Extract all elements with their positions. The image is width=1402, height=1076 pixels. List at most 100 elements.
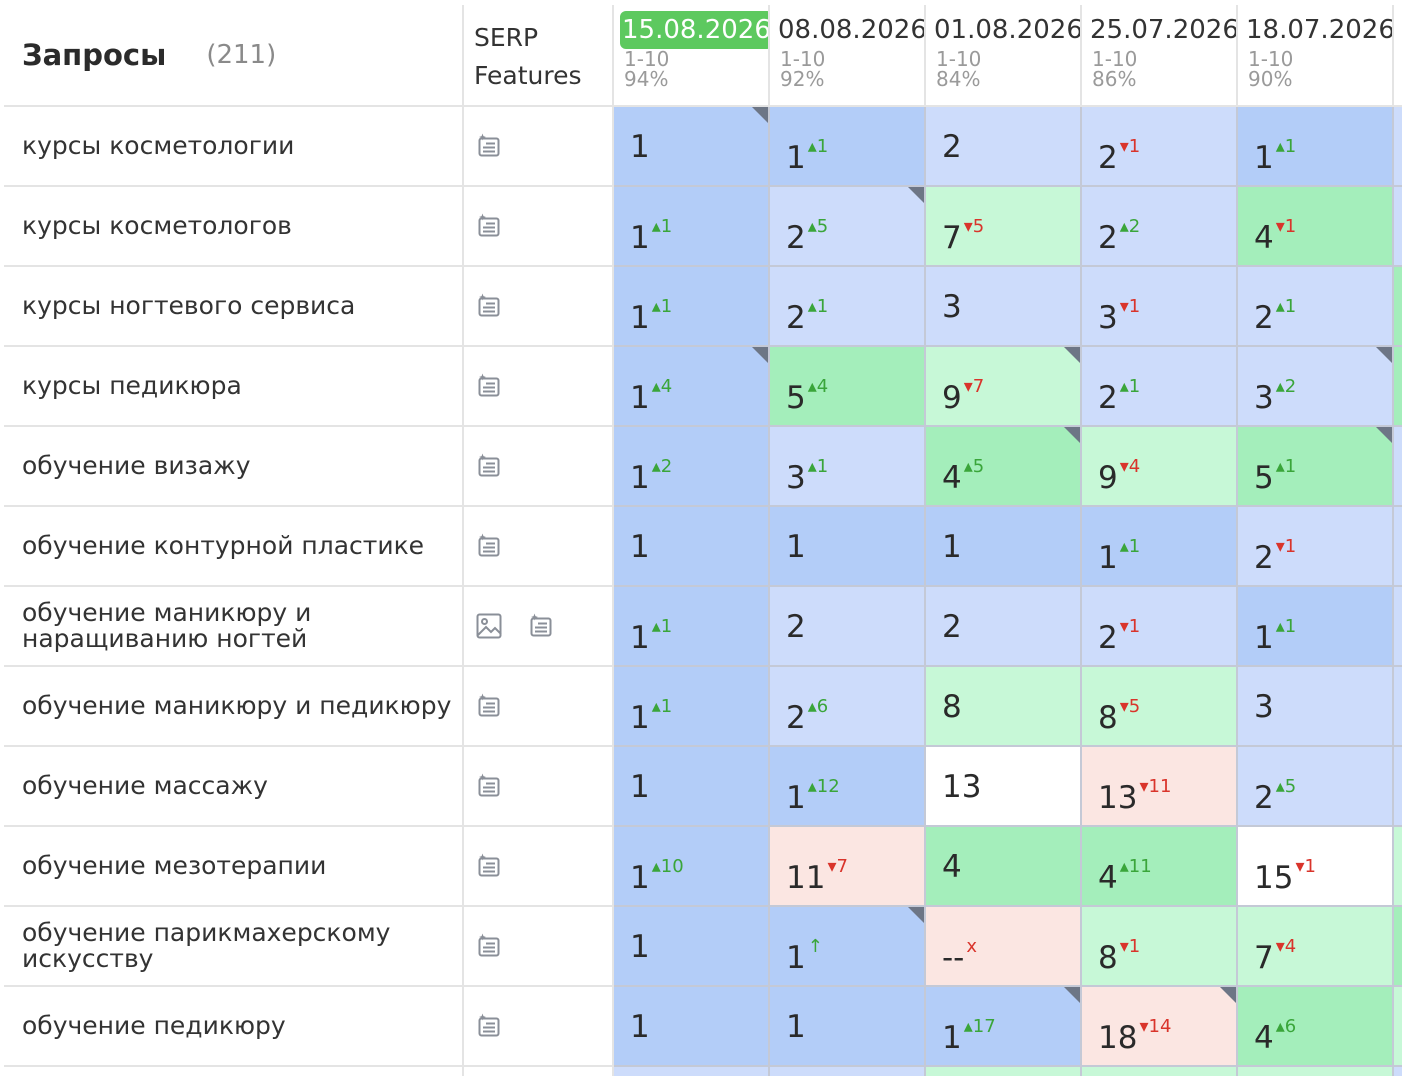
snippet-icon[interactable] bbox=[526, 611, 556, 641]
position-cell[interactable]: 3 ▾1 bbox=[1082, 267, 1238, 347]
position-cell[interactable]: 1 bbox=[770, 987, 926, 1067]
query-cell[interactable]: курсы педикюра bbox=[4, 347, 464, 427]
snippet-icon[interactable] bbox=[474, 371, 504, 401]
position-cell[interactable]: 1 ▴1 bbox=[1082, 507, 1238, 587]
position-cell[interactable]: 1 bbox=[614, 507, 770, 587]
query-text[interactable]: обучение маникюру и педикюру bbox=[22, 691, 452, 720]
position-cell[interactable]: 18 ▾14 bbox=[1082, 987, 1238, 1067]
date-column-header[interactable]: 01.08.2026 1-10 84% bbox=[926, 5, 1082, 107]
position-cell[interactable]: 1 ▴2 bbox=[614, 427, 770, 507]
query-text[interactable]: обучение парикмахерскому искусству bbox=[22, 918, 391, 973]
position-cell[interactable]: 1 bbox=[614, 907, 770, 987]
query-text[interactable]: курсы педикюра bbox=[22, 371, 242, 400]
position-cell[interactable]: 8 ▾5 bbox=[1082, 667, 1238, 747]
position-cell[interactable]: 1 bbox=[926, 507, 1082, 587]
position-cell[interactable]: 4 ▴11 bbox=[1082, 827, 1238, 907]
position-cell[interactable]: 2 ▴1 bbox=[1082, 347, 1238, 427]
query-text[interactable]: обучение массажу bbox=[22, 771, 268, 800]
snippet-icon[interactable] bbox=[474, 131, 504, 161]
position-cell[interactable]: 2 ▴5 bbox=[770, 187, 926, 267]
position-cell[interactable]: 1 ▴4 bbox=[614, 347, 770, 427]
queries-header[interactable]: Запросы (211) bbox=[4, 5, 464, 107]
snippet-icon[interactable] bbox=[474, 931, 504, 961]
position-cell[interactable]: 15 ▾1 bbox=[1238, 827, 1394, 907]
position-cell[interactable]: 1 ▴1 bbox=[770, 107, 926, 187]
position-cell[interactable]: 2 bbox=[926, 587, 1082, 667]
snippet-icon[interactable] bbox=[474, 211, 504, 241]
position-cell[interactable]: 3 ▴1 bbox=[770, 427, 926, 507]
position-cell[interactable]: -- x bbox=[926, 907, 1082, 987]
query-cell[interactable]: обучение парикмахерскому искусству bbox=[4, 907, 464, 987]
query-cell[interactable]: обучение массажу bbox=[4, 747, 464, 827]
date-column-header[interactable]: 08.08.2026 1-10 92% bbox=[770, 5, 926, 107]
position-cell[interactable]: 2 bbox=[770, 587, 926, 667]
position-cell[interactable]: 11 ▾7 bbox=[770, 827, 926, 907]
position-cell[interactable]: 3 ▴2 bbox=[1238, 347, 1394, 427]
query-cell[interactable]: курсы ногтевого сервиса bbox=[4, 267, 464, 347]
position-cell[interactable]: 1 ▴1 bbox=[1238, 587, 1394, 667]
position-cell[interactable]: 4 ▴5 bbox=[926, 427, 1082, 507]
position-cell[interactable]: 2 ▾1 bbox=[1082, 107, 1238, 187]
query-text[interactable]: курсы косметологов bbox=[22, 211, 292, 240]
position-cell[interactable]: 4 ▴6 bbox=[1238, 987, 1394, 1067]
query-text[interactable]: курсы косметологии bbox=[22, 131, 295, 160]
query-cell[interactable]: обучение контурной пластике bbox=[4, 507, 464, 587]
position-cell[interactable]: 1 ▴1 bbox=[614, 187, 770, 267]
query-cell[interactable]: обучение маникюру и наращиванию ногтей bbox=[4, 587, 464, 667]
query-text[interactable]: обучение педикюру bbox=[22, 1011, 286, 1040]
date-label[interactable]: 18.07.2026 bbox=[1246, 15, 1394, 45]
position-cell[interactable]: 1 bbox=[614, 987, 770, 1067]
query-text[interactable]: обучение визажу bbox=[22, 451, 251, 480]
date-label[interactable]: 01.08.2026 bbox=[934, 15, 1082, 45]
date-label[interactable]: 15.08.2026 bbox=[620, 11, 768, 49]
query-cell[interactable]: обучение педикюру bbox=[4, 987, 464, 1067]
position-cell[interactable]: 2 ▴2 bbox=[1082, 187, 1238, 267]
position-cell[interactable]: 8 bbox=[926, 667, 1082, 747]
position-cell[interactable]: 1 ▴1 bbox=[614, 267, 770, 347]
snippet-icon[interactable] bbox=[474, 851, 504, 881]
position-cell[interactable]: 7 ▾4 bbox=[1238, 907, 1394, 987]
position-cell[interactable]: 2 ▴1 bbox=[770, 267, 926, 347]
position-cell[interactable]: 1 ▴1 bbox=[614, 667, 770, 747]
query-cell[interactable]: курсы косметологии bbox=[4, 107, 464, 187]
query-cell[interactable]: обучение мезотерапии bbox=[4, 827, 464, 907]
position-cell[interactable]: 3 bbox=[1238, 667, 1394, 747]
snippet-icon[interactable] bbox=[474, 1011, 504, 1041]
position-cell[interactable]: 13 ▾11 bbox=[1082, 747, 1238, 827]
position-cell[interactable]: 1 bbox=[614, 747, 770, 827]
position-cell[interactable]: 1 ▴17 bbox=[926, 987, 1082, 1067]
date-label[interactable]: 08.08.2026 bbox=[778, 15, 926, 45]
position-cell[interactable]: 8 ▾1 bbox=[1082, 907, 1238, 987]
position-cell[interactable]: 1 ▴1 bbox=[614, 587, 770, 667]
snippet-icon[interactable] bbox=[474, 691, 504, 721]
position-cell[interactable]: 1 ▴1 bbox=[1238, 107, 1394, 187]
position-cell[interactable]: 2 ▴1 bbox=[1238, 267, 1394, 347]
position-cell[interactable]: 2 ▴6 bbox=[770, 667, 926, 747]
date-column-header[interactable]: 15.08.2026 1-10 94% bbox=[614, 5, 770, 107]
snippet-icon[interactable] bbox=[474, 291, 504, 321]
query-text[interactable]: обучение контурной пластике bbox=[22, 531, 425, 560]
position-cell[interactable]: 9 ▾7 bbox=[926, 347, 1082, 427]
position-cell[interactable]: 1 ▴10 bbox=[614, 827, 770, 907]
position-cell[interactable]: 7 ▾5 bbox=[926, 187, 1082, 267]
position-cell[interactable]: 2 ▴5 bbox=[1238, 747, 1394, 827]
position-cell[interactable]: 1 bbox=[614, 107, 770, 187]
position-cell[interactable]: 1 ↑ bbox=[770, 907, 926, 987]
query-cell[interactable]: обучение маникюру и педикюру bbox=[4, 667, 464, 747]
position-cell[interactable]: 9 ▾4 bbox=[1082, 427, 1238, 507]
snippet-icon[interactable] bbox=[474, 771, 504, 801]
position-cell[interactable]: 5 ▴4 bbox=[770, 347, 926, 427]
position-cell[interactable]: 13 bbox=[926, 747, 1082, 827]
query-cell[interactable]: обучение визажу bbox=[4, 427, 464, 507]
query-cell[interactable]: курсы косметологов bbox=[4, 187, 464, 267]
position-cell[interactable]: 4 ▾1 bbox=[1238, 187, 1394, 267]
position-cell[interactable]: 2 ▾1 bbox=[1082, 587, 1238, 667]
position-cell[interactable]: 1 ▴12 bbox=[770, 747, 926, 827]
position-cell[interactable]: 5 ▴1 bbox=[1238, 427, 1394, 507]
date-label[interactable]: 25.07.2026 bbox=[1090, 15, 1238, 45]
position-cell[interactable]: 1 bbox=[770, 507, 926, 587]
query-text[interactable]: курсы ногтевого сервиса bbox=[22, 291, 356, 320]
position-cell[interactable]: 3 bbox=[926, 267, 1082, 347]
query-text[interactable]: обучение мезотерапии bbox=[22, 851, 327, 880]
position-cell[interactable]: 4 bbox=[926, 827, 1082, 907]
